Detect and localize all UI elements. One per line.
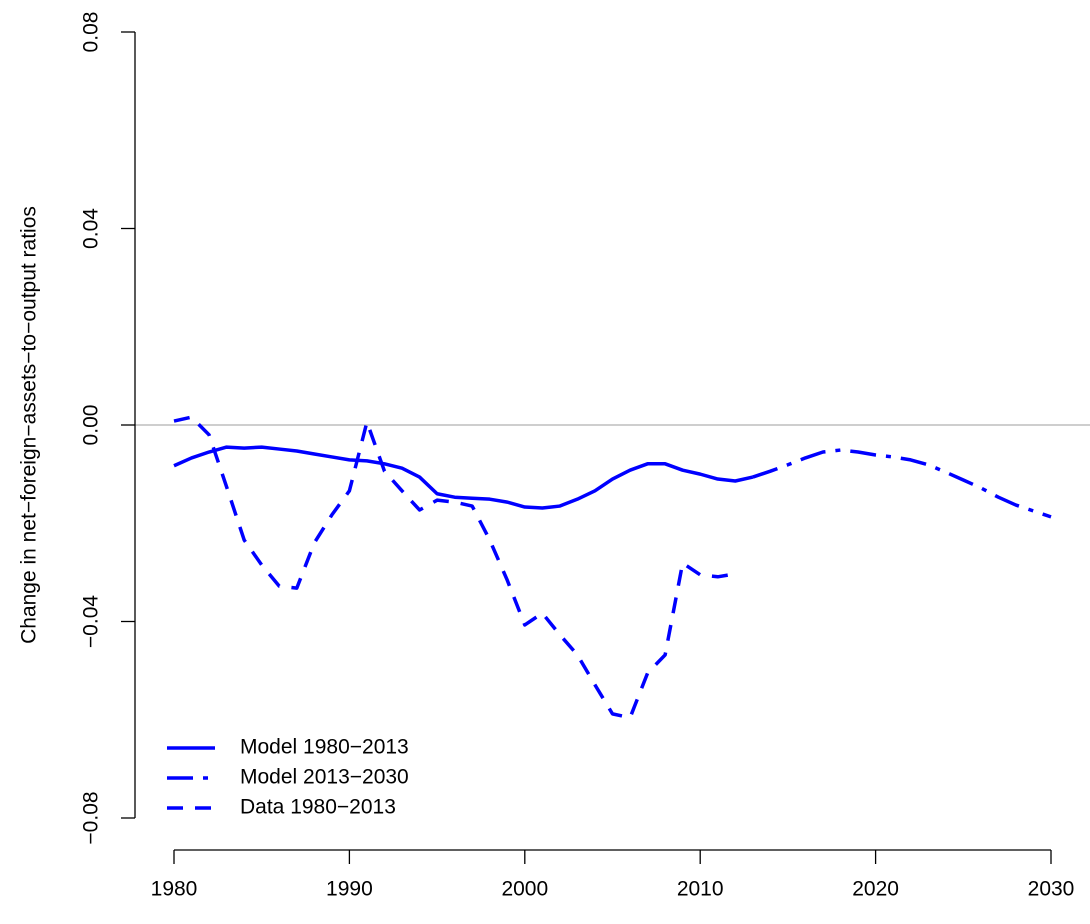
series-line [173,445,754,510]
x-tick-label: 1980 [151,878,198,901]
y-tick-label: 0.08 [80,12,103,53]
series-line [752,448,1052,519]
legend-label: Model 2013−2030 [240,766,409,789]
y-tick-label: −0.04 [80,595,103,648]
legend-label: Data 1980−2013 [240,796,396,819]
x-tick-label: 2000 [501,878,548,901]
x-tick-label: 1990 [326,878,373,901]
y-tick-label: −0.08 [80,791,103,844]
x-tick-label: 2020 [852,878,899,901]
y-tick-label: 0.00 [80,405,103,446]
series-line [173,415,736,720]
legend-label: Model 1980−2013 [240,736,409,759]
x-tick-label: 2030 [1028,878,1075,901]
y-tick-label: 0.04 [80,208,103,249]
x-tick-label: 2010 [677,878,724,901]
y-axis-label: Change in net−foreign−assets−to−output r… [18,206,41,644]
